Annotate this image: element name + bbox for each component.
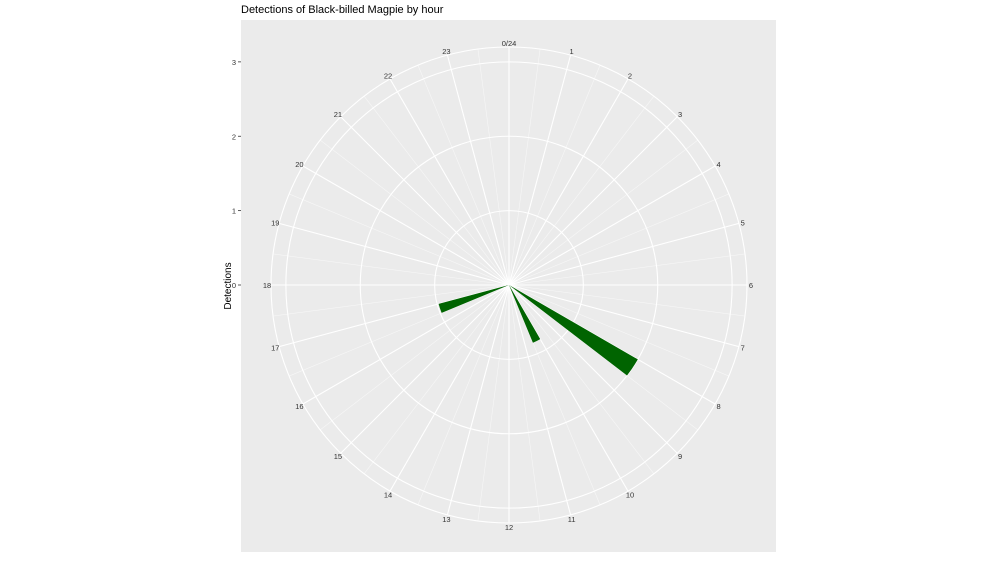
x-tick-label: 15 xyxy=(334,452,342,461)
x-tick-label: 14 xyxy=(384,491,392,500)
minor-radial-gridline xyxy=(272,284,510,317)
y-tick-label: 2 xyxy=(232,132,236,141)
minor-radial-gridline xyxy=(508,284,729,377)
x-tick-label: 6 xyxy=(749,281,753,290)
radial-gridline xyxy=(508,78,629,286)
radial-gridline xyxy=(508,54,572,286)
y-tick-label: 1 xyxy=(232,207,236,216)
x-tick-label: 8 xyxy=(716,402,720,411)
x-tick-label: 11 xyxy=(568,515,576,524)
radial-gridline xyxy=(278,222,510,286)
radial-gridline xyxy=(278,284,510,348)
minor-radial-gridline xyxy=(508,284,655,475)
minor-radial-gridline xyxy=(319,284,510,431)
radial-gridline xyxy=(446,284,510,516)
x-tick-label: 4 xyxy=(716,160,720,169)
bar-wedge xyxy=(509,285,638,376)
bars-layer xyxy=(438,285,638,376)
x-tick-label: 19 xyxy=(271,218,279,227)
x-tick-label: 21 xyxy=(334,110,342,119)
minor-radial-gridline xyxy=(363,284,510,475)
y-tick-label: 0 xyxy=(232,281,236,290)
radial-gridline xyxy=(446,54,510,286)
minor-radial-gridline xyxy=(508,284,746,317)
bar-wedge xyxy=(438,285,509,313)
circular-gridline xyxy=(285,61,733,509)
x-tick-label: 1 xyxy=(570,47,574,56)
minor-radial-gridline xyxy=(508,253,746,286)
radial-gridline xyxy=(302,284,510,405)
chart-title: Detections of Black-billed Magpie by hou… xyxy=(241,4,444,16)
minor-radial-gridline xyxy=(508,193,729,286)
y-tick-label: 3 xyxy=(232,58,236,67)
circular-gridline xyxy=(359,135,659,435)
x-tick-label: 13 xyxy=(442,515,450,524)
x-tick-label: 20 xyxy=(295,160,303,169)
minor-radial-gridline xyxy=(319,139,510,286)
x-tick-label: 3 xyxy=(678,110,682,119)
minor-radial-gridline xyxy=(508,48,541,286)
y-axis-title: Detections xyxy=(223,262,234,309)
radial-gridline xyxy=(340,116,510,286)
minor-radial-gridline xyxy=(477,284,510,522)
radial-gridline xyxy=(508,284,740,348)
radial-gridline xyxy=(389,78,510,286)
outer-gridline xyxy=(270,46,748,524)
x-tick-label: 5 xyxy=(741,218,745,227)
minor-radial-gridline xyxy=(289,193,510,286)
radial-gridline xyxy=(508,116,678,286)
x-tick-label: 16 xyxy=(295,402,303,411)
x-tick-label: 7 xyxy=(741,344,745,353)
radial-gridline xyxy=(508,284,678,454)
x-tick-labels: 0/24123456789101112131415161718192021222… xyxy=(263,39,753,532)
minor-radial-gridline xyxy=(477,48,510,286)
minor-radial-gridline xyxy=(508,139,699,286)
radial-gridline xyxy=(508,284,572,516)
minor-radial-gridline xyxy=(363,95,510,286)
x-tick-label: 18 xyxy=(263,281,271,290)
radial-gridline xyxy=(340,284,510,454)
y-axis: 0 1 2 3 xyxy=(232,58,241,290)
x-tick-label: 12 xyxy=(505,523,513,532)
minor-radial-gridline xyxy=(508,95,655,286)
x-tick-label: 0/24 xyxy=(502,39,517,48)
bar-wedge xyxy=(509,285,541,343)
x-tick-label: 10 xyxy=(626,491,634,500)
minor-radial-gridline xyxy=(508,284,541,522)
x-tick-label: 9 xyxy=(678,452,682,461)
radial-gridline xyxy=(302,165,510,286)
radial-gridline xyxy=(508,165,716,286)
radial-gridline xyxy=(508,222,740,286)
minor-radial-gridline xyxy=(417,65,510,286)
minor-radial-gridline xyxy=(508,65,601,286)
minor-radial-gridline xyxy=(272,253,510,286)
x-tick-label: 2 xyxy=(628,71,632,80)
x-tick-label: 17 xyxy=(271,344,279,353)
radial-gridline xyxy=(389,284,510,492)
circular-gridline xyxy=(434,210,584,360)
x-tick-label: 22 xyxy=(384,71,392,80)
x-tick-label: 23 xyxy=(442,47,450,56)
minor-radial-gridline xyxy=(417,284,510,505)
